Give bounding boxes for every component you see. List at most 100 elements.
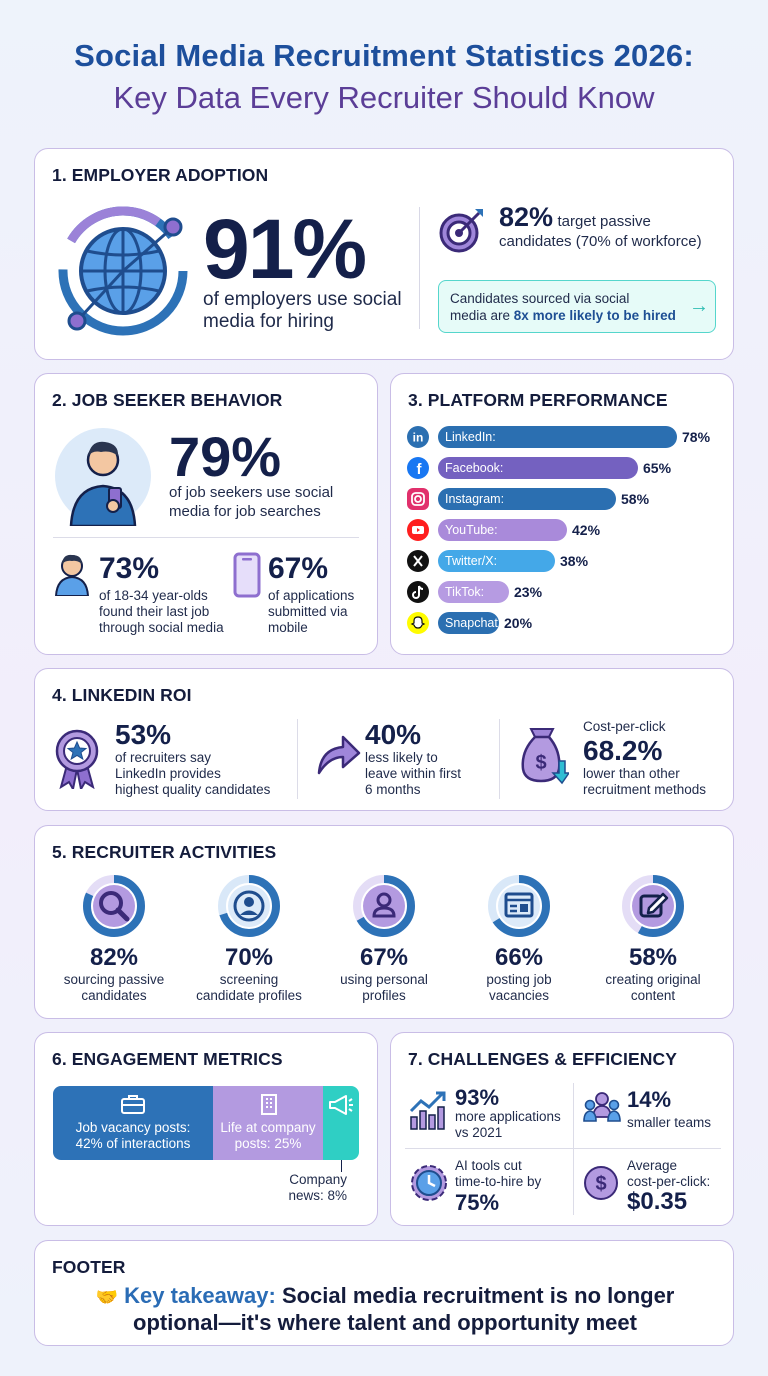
- section-title: 3. PLATFORM PERFORMANCE: [408, 390, 668, 410]
- mobile-phone-icon: [233, 552, 261, 598]
- desc-line: more applications: [455, 1109, 561, 1124]
- mobile-desc-line: submitted via: [268, 604, 348, 619]
- desc-line: vs 2021: [455, 1125, 503, 1140]
- activity-ring: [486, 873, 552, 939]
- activity-desc-line: using personal: [340, 972, 428, 987]
- snapchat-icon: [407, 612, 429, 634]
- activity-stat: 70%: [224, 944, 274, 971]
- instagram-icon: [407, 488, 429, 510]
- callout-line2: media are 8x more likely to be hired: [450, 308, 676, 323]
- young-seeker-desc-line: through social media: [99, 620, 224, 635]
- svg-text:in: in: [413, 431, 424, 445]
- seeker-desc-a: of job seekers use social: [169, 484, 334, 501]
- arrow-curve-icon: [315, 735, 361, 775]
- platform-value: 38%: [560, 553, 589, 569]
- facebook-icon: f: [407, 457, 429, 479]
- activity-desc-line: sourcing passive: [63, 972, 165, 987]
- label-line: Company: [289, 1172, 347, 1187]
- engagement-bar: Job vacancy posts: 42% of interactions L…: [53, 1086, 359, 1160]
- platform-name: YouTube:: [445, 523, 498, 537]
- takeaway-text-b: optional—it's where talent and opportuni…: [133, 1310, 637, 1335]
- activity-desc: creating original content: [588, 972, 718, 1004]
- activity-desc-line: profiles: [362, 988, 406, 1003]
- platform-value: 20%: [504, 615, 533, 631]
- activity-ring: [620, 873, 686, 939]
- building-icon: [258, 1093, 280, 1115]
- activity-desc: posting job vacancies: [454, 972, 584, 1004]
- applications-stat: 93%: [455, 1085, 500, 1110]
- activity-desc-line: candidate profiles: [196, 988, 302, 1003]
- seeker-desc-b: media for job searches: [169, 503, 321, 520]
- passive-target-desc-a: target passive: [557, 213, 651, 230]
- leader-line: [341, 1160, 342, 1172]
- arrow-right-icon: →: [689, 295, 709, 317]
- section-title: 5. RECRUITER ACTIVITIES: [52, 842, 277, 862]
- segment-label-a: Job vacancy posts:: [75, 1120, 191, 1135]
- activity-desc-line: content: [630, 988, 676, 1003]
- passive-target-stat: 82%: [499, 202, 554, 232]
- svg-text:$: $: [595, 1173, 606, 1195]
- desc-line: lower than other: [583, 766, 680, 781]
- target-icon: [437, 205, 487, 255]
- activity-ring: [351, 873, 417, 939]
- desc-line: AI tools cut: [455, 1158, 522, 1173]
- activity-desc: screening candidate profiles: [184, 972, 314, 1004]
- platform-bar: Snapchat: [438, 612, 499, 634]
- activity-stat: 66%: [494, 944, 544, 971]
- desc-line: time-to-hire by: [455, 1174, 542, 1189]
- young-seeker-desc: of 18-34 year-olds found their last job …: [99, 588, 224, 636]
- platform-value: 65%: [643, 460, 672, 476]
- roi-cpc-stat: 68.2%: [583, 735, 663, 766]
- applications-desc: more applications vs 2021: [455, 1109, 561, 1141]
- employer-adoption-card: 1. EMPLOYER ADOPTION 91% of employers us…: [34, 148, 734, 360]
- activity-ring: [81, 873, 147, 939]
- roi-retention-stat: 40%: [365, 719, 422, 750]
- platform-bar: LinkedIn:: [438, 426, 677, 448]
- young-seeker-stat: 73%: [99, 552, 160, 585]
- divider: [53, 537, 359, 538]
- callout-line2-a: media are: [450, 308, 514, 323]
- passive-target-desc-b: candidates (70% of workforce): [499, 233, 702, 250]
- seeker-stat: 79%: [169, 425, 282, 488]
- segment-job-vacancy: Job vacancy posts: 42% of interactions: [53, 1086, 213, 1160]
- team-desc: smaller teams: [627, 1115, 712, 1130]
- engagement-metrics-card: 6. ENGAGEMENT METRICS Job vacancy posts:…: [34, 1032, 378, 1226]
- passive-target-block: 82% target passive candidates (70% of wo…: [499, 204, 729, 252]
- cpc-desc: Average cost-per-click:: [627, 1158, 710, 1190]
- adoption-stat: 91%: [203, 202, 367, 296]
- young-person-icon: [53, 552, 91, 596]
- platform-value: 42%: [572, 522, 601, 538]
- platform-value: 78%: [682, 429, 711, 445]
- activity-desc-line: candidates: [81, 988, 147, 1003]
- callout-line2-b: 8x more likely to be hired: [513, 308, 676, 323]
- job-seeker-card: 2. JOB SEEKER BEHAVIOR 79% of job seeker…: [34, 373, 378, 655]
- mobile-desc: of applications submitted via mobile: [268, 588, 354, 636]
- activity-ring: [216, 873, 282, 939]
- takeaway-label: Key takeaway:: [124, 1283, 276, 1308]
- platform-name: Twitter/X:: [445, 554, 498, 568]
- activity-desc-line: vacancies: [488, 988, 550, 1003]
- award-badge-icon: [53, 727, 101, 789]
- activity-desc-line: creating original: [605, 972, 701, 987]
- desc-line: highest quality candidates: [115, 782, 271, 797]
- globe-network-icon: [53, 201, 193, 341]
- youtube-icon: [407, 519, 429, 541]
- footer-card: FOOTER 🤝 Key takeaway: Social media recr…: [34, 1240, 734, 1346]
- platform-bar: YouTube:: [438, 519, 567, 541]
- divider: [419, 207, 420, 329]
- linkedin-icon: in: [407, 426, 429, 448]
- roi-quality-desc: of recruiters say LinkedIn provides high…: [115, 750, 270, 798]
- activity-stat: 67%: [359, 944, 409, 971]
- callout-box: Candidates sourced via social media are …: [438, 280, 716, 333]
- young-seeker-desc-line: of 18-34 year-olds: [99, 588, 208, 603]
- platform-name: TikTok:: [445, 585, 485, 599]
- cpc-stat: $0.35: [627, 1188, 688, 1215]
- linkedin-roi-card: 4. LINKEDIN ROI 53% of recruiters say Li…: [34, 668, 734, 811]
- platform-bar: Instagram:: [438, 488, 616, 510]
- x-icon: [407, 550, 429, 572]
- platform-bar: Twitter/X:: [438, 550, 555, 572]
- young-seeker-desc-line: found their last job: [99, 604, 210, 619]
- mobile-desc-line: mobile: [268, 620, 308, 635]
- desc-line: Average: [627, 1158, 678, 1173]
- platform-name: LinkedIn:: [445, 430, 496, 444]
